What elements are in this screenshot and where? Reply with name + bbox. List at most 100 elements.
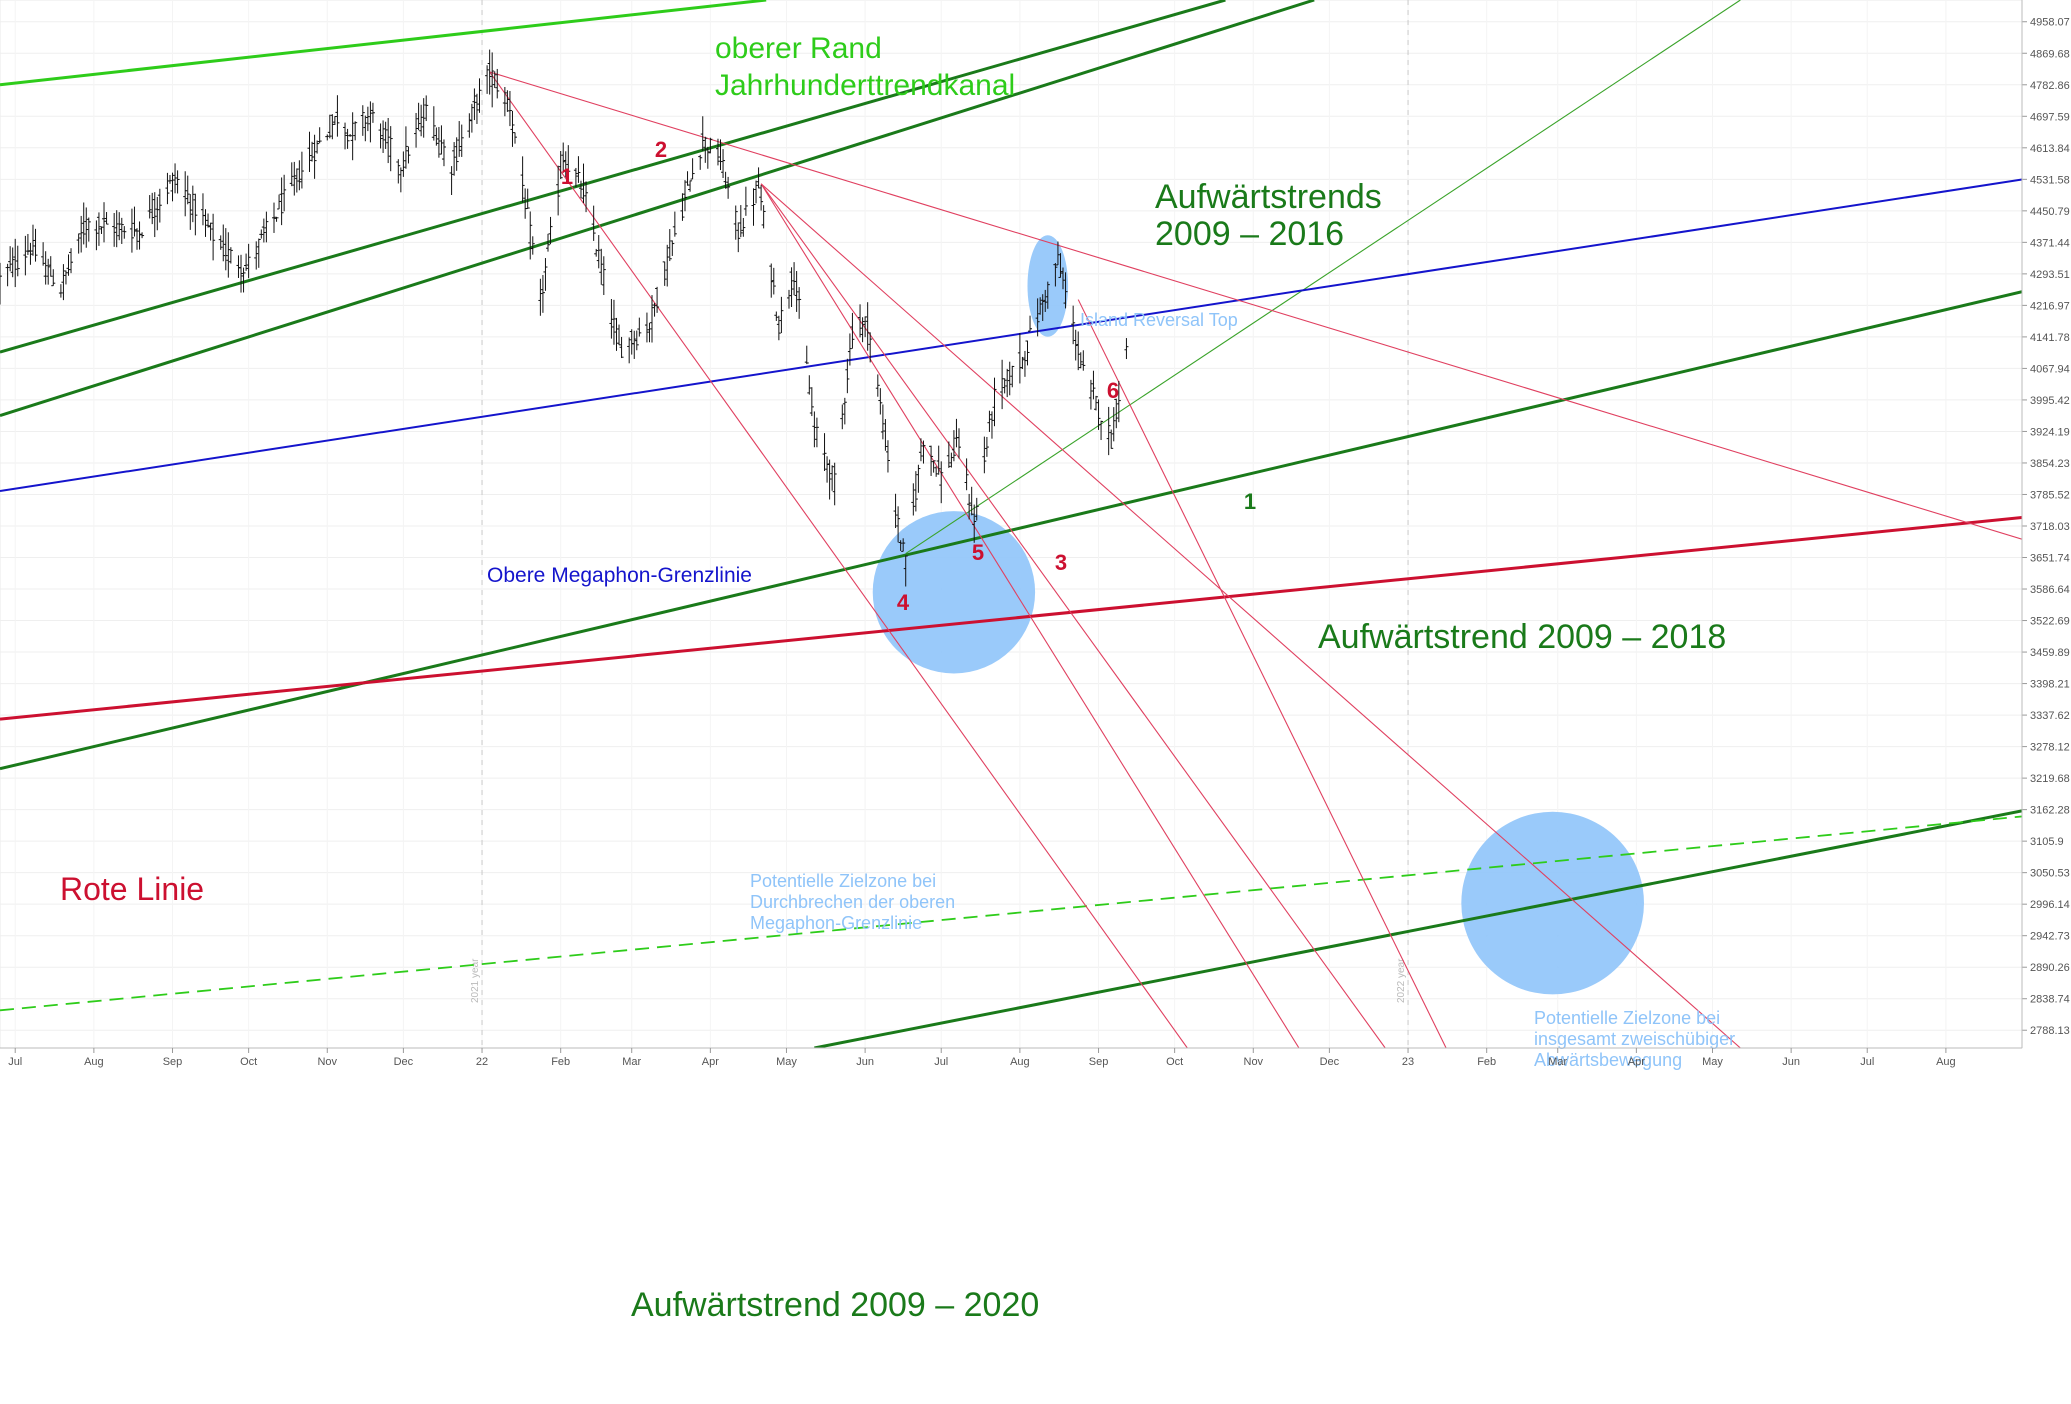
- year-marker-label: 2022 year: [1396, 958, 1407, 1003]
- y-tick-label: 4371.44: [2030, 237, 2070, 249]
- x-tick-label: Apr: [702, 1056, 719, 1068]
- x-tick-label: Dec: [1320, 1056, 1340, 1068]
- annotation-label: Aufwärtstrend 2009 – 2018: [1318, 618, 1726, 656]
- y-tick-label: 3050.53: [2030, 868, 2070, 880]
- y-tick-label: 3718.03: [2030, 521, 2070, 533]
- trend-line: [0, 516, 2022, 721]
- x-tick-label: Jul: [934, 1056, 948, 1068]
- target-zone: [872, 511, 1036, 674]
- annotation-label: Aufwärtstrend 2009 – 2020: [631, 1286, 1039, 1324]
- annotation-label: 2: [655, 137, 667, 162]
- y-axis: 4958.07 4869.68 4782.86 4697.59 4613.84 4531.…: [2021, 0, 2070, 1048]
- annotations: oberer Rand Jahrhunderttrendkanal Aufwärts…: [60, 32, 1735, 1324]
- annotation-label: Potentielle Zielzone bei: [1534, 1008, 1720, 1028]
- price-bars: [0, 49, 1129, 587]
- y-tick-label: 3854.23: [2030, 458, 2070, 470]
- trend-line: [1077, 299, 1447, 1048]
- x-tick-label: Aug: [1010, 1056, 1030, 1068]
- y-tick-label: 4958.07: [2030, 17, 2070, 29]
- annotation-label: oberer Rand: [715, 32, 882, 65]
- annotation-label: Durchbrechen der oberen: [750, 892, 955, 912]
- annotation-label: 1: [561, 164, 573, 189]
- x-tick-label: May: [1702, 1056, 1723, 1068]
- y-tick-label: 4613.84: [2030, 143, 2070, 155]
- annotation-label: 2009 – 2016: [1155, 215, 1344, 253]
- annotation-label: Obere Megaphon-Grenzlinie: [487, 564, 752, 587]
- x-tick-label: Dec: [394, 1056, 414, 1068]
- annotation-label: Potentielle Zielzone bei: [750, 871, 936, 891]
- annotation-label: Island Reversal Top: [1080, 310, 1238, 330]
- x-tick-label: Oct: [240, 1056, 257, 1068]
- y-tick-label: 4293.51: [2030, 269, 2070, 281]
- y-tick-label: 3162.28: [2030, 805, 2070, 817]
- y-tick-label: 3278.12: [2030, 742, 2070, 754]
- y-tick-label: 2788.13: [2030, 1025, 2070, 1037]
- x-tick-label: Mar: [1548, 1056, 1567, 1068]
- year-markers: 2021 year 2022 year: [470, 0, 1409, 1048]
- y-tick-label: 3785.52: [2030, 489, 2070, 501]
- x-tick-label: Jun: [1782, 1056, 1800, 1068]
- y-tick-label: 3105.9: [2030, 836, 2064, 848]
- x-tick-label: Aug: [84, 1056, 104, 1068]
- y-tick-label: 3522.69: [2030, 616, 2070, 628]
- trend-lines: [0, 0, 2022, 1048]
- y-tick-label: 2838.74: [2030, 994, 2070, 1006]
- y-tick-label: 4782.86: [2030, 80, 2070, 92]
- x-tick-label: Aug: [1936, 1056, 1956, 1068]
- y-tick-label: 4067.94: [2030, 363, 2070, 375]
- trend-line: [489, 71, 2022, 540]
- trend-line: [0, 815, 2022, 1012]
- trend-line: [0, 178, 2022, 493]
- x-tick-label: Apr: [1628, 1056, 1645, 1068]
- trend-line: [760, 183, 1741, 1048]
- annotation-label: 5: [972, 540, 984, 565]
- x-tick-label: May: [776, 1056, 797, 1068]
- x-tick-label: 23: [1402, 1056, 1414, 1068]
- trend-line: [0, 0, 767, 87]
- y-tick-label: 4216.97: [2030, 300, 2070, 312]
- x-tick-label: Nov: [1244, 1056, 1264, 1068]
- x-tick-label: Oct: [1166, 1056, 1183, 1068]
- annotation-label: 1: [1244, 489, 1256, 514]
- y-tick-label: 3398.21: [2030, 679, 2070, 691]
- y-tick-label: 3459.89: [2030, 647, 2070, 659]
- y-tick-label: 4697.59: [2030, 111, 2070, 123]
- y-tick-label: 3924.19: [2030, 426, 2070, 438]
- x-tick-label: Nov: [317, 1056, 337, 1068]
- y-tick-label: 4869.68: [2030, 48, 2070, 60]
- x-tick-label: 22: [476, 1056, 488, 1068]
- annotation-label: insgesamt zweischübiger: [1534, 1029, 1735, 1049]
- x-tick-label: Jul: [8, 1056, 22, 1068]
- annotation-label: 4: [897, 590, 910, 615]
- year-marker-label: 2021 year: [470, 958, 481, 1003]
- trend-line: [0, 0, 1226, 354]
- trend-line: [814, 809, 2022, 1048]
- x-tick-label: Sep: [1089, 1056, 1109, 1068]
- x-tick-label: Sep: [163, 1056, 183, 1068]
- annotation-label: 6: [1107, 378, 1119, 403]
- y-tick-label: 4450.79: [2030, 206, 2070, 218]
- y-tick-label: 4141.78: [2030, 332, 2070, 344]
- annotation-label: Aufwärtstrends: [1155, 178, 1382, 216]
- annotation-label: Abwärtsbewegung: [1534, 1050, 1682, 1070]
- x-tick-label: Feb: [1477, 1056, 1496, 1068]
- y-tick-label: 2890.26: [2030, 962, 2070, 974]
- y-tick-label: 3337.62: [2030, 710, 2070, 722]
- annotation-label: 3: [1055, 550, 1067, 575]
- y-tick-label: 4531.58: [2030, 174, 2070, 186]
- y-tick-label: 3586.64: [2030, 584, 2070, 596]
- y-tick-label: 3995.42: [2030, 395, 2070, 407]
- x-axis: Jul Aug Sep Oct Nov Dec 22 Feb Mar Apr May Jun Jul Au…: [0, 1047, 2022, 1068]
- trend-line: [905, 0, 1741, 555]
- y-tick-label: 3651.74: [2030, 553, 2070, 565]
- trend-line: [0, 0, 1315, 417]
- annotation-label: Jahrhunderttrendkanal: [715, 69, 1015, 102]
- trend-line: [760, 183, 1300, 1048]
- y-tick-label: 3219.68: [2030, 773, 2070, 785]
- trend-line: [489, 71, 1188, 1048]
- annotation-label: Megaphon-Grenzlinie: [750, 913, 922, 933]
- y-tick-label: 2942.73: [2030, 931, 2070, 943]
- x-tick-label: Feb: [551, 1056, 570, 1068]
